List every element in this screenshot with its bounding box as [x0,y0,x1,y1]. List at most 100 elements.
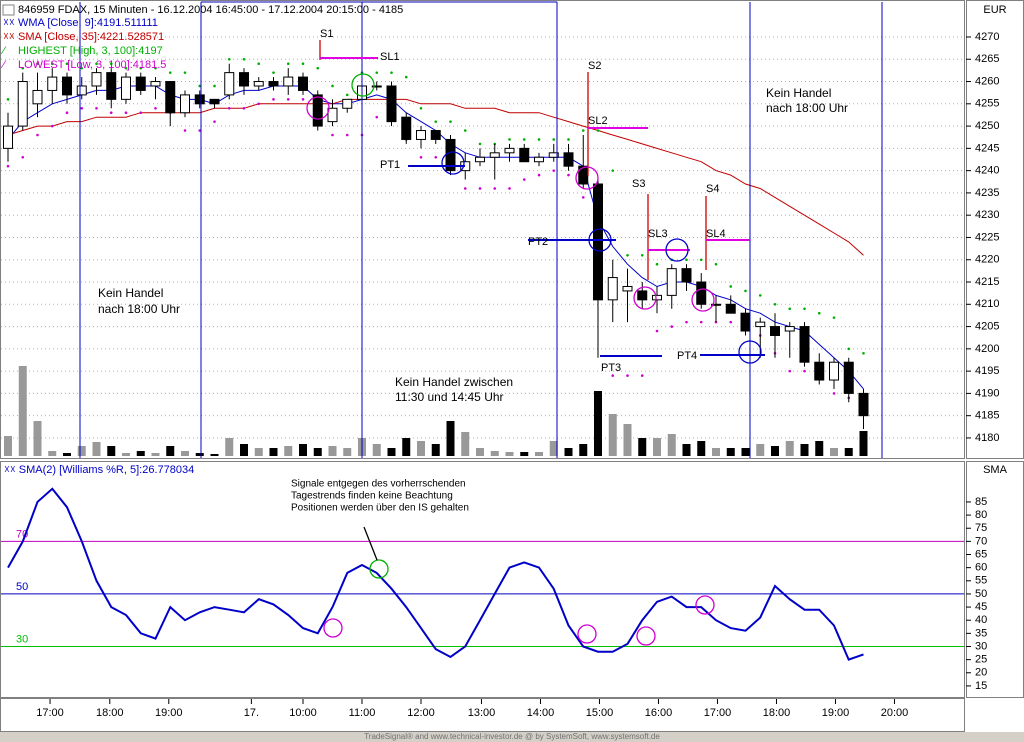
indicator-dot [552,138,556,141]
no-trade-lines [79,1,883,458]
indicator-dot [463,129,467,132]
volume-bar [254,448,263,456]
y-tick-label: 50 [975,588,987,600]
candle-body [327,107,338,123]
signal-circle [577,624,597,644]
y-tick-label: 4255 [975,98,999,110]
indicator-dot [154,106,157,110]
candle-body [209,98,220,105]
candle-body [91,72,102,87]
candle-body [504,147,515,154]
x-tick-label: 17. [244,707,259,719]
candle-body [637,290,648,301]
volume-bar [505,452,514,456]
x-tick-label: 14:00 [527,707,555,719]
candle-body [843,361,854,394]
indicator-dot [154,66,157,70]
legend-label: SMA [Close, 35]:4221.528571 [18,31,164,43]
volume-bar [652,438,661,456]
indicator-dot [803,307,806,311]
y-tick-label: 40 [975,614,987,626]
candle-body [342,98,353,109]
annotation: Kein Handel [766,86,831,100]
candle-body [47,76,58,91]
legend-icon: ⁄ [0,59,7,71]
indicator-dot [36,62,39,66]
indicator-dot [109,111,113,115]
threshold-label: 30 [16,633,28,645]
volume-bar [63,453,72,456]
indicator-dot [65,62,69,66]
indicator-dot [36,133,39,137]
indicator-dot [434,120,438,123]
indicator-dot [198,129,202,132]
indicator-line [7,487,864,661]
y-tick-label: 4250 [975,120,999,132]
volume-bar [520,452,529,456]
note: Signale entgegen des vorherrschenden [291,479,466,490]
footer-bar [0,732,1024,742]
indicator-dot [626,253,629,257]
volume-bar [48,451,57,456]
candle-body [651,294,662,301]
indicator-dot [714,262,718,266]
candle-body [563,152,574,167]
candle-body [135,76,146,91]
indicator-dot [21,155,25,159]
candle-body [799,326,810,363]
candle-body [298,76,309,91]
signal-circle [575,166,599,190]
candle-body [592,183,603,301]
legend-icon: ☓☓ [3,31,15,43]
indicator-dot [375,71,379,74]
indicator-dot [581,196,585,199]
candle-body [106,72,117,100]
annotation: SL2 [588,115,608,127]
indicator-dot [404,75,408,79]
annotation: 11:30 und 14:45 Uhr [395,390,504,404]
indicator-dot [227,57,231,61]
price-panel [0,0,965,459]
volume-bar [4,436,13,456]
y-tick-label: 4245 [975,142,999,154]
indicator-dot [242,57,246,61]
y-tick-label: 65 [975,548,987,560]
candle-body [725,303,736,314]
y-tick-label: 45 [975,601,987,613]
volume-bar [92,442,101,456]
indicator-dot [50,124,54,128]
indicator-dot [567,173,570,177]
indicator-dot [375,115,379,119]
indicator-dot [670,325,674,328]
indicator-dot [449,120,452,123]
volume-bar [785,441,794,456]
legend-icon: ☓☓ [4,464,19,476]
annotation: PT4 [677,350,697,362]
y-tick-label: 4210 [975,298,999,310]
candle-body [474,156,485,163]
indicator-dot [301,62,305,66]
volume-bar [387,448,396,456]
y-tick-label: 4225 [975,231,999,243]
indicator-dot [183,71,187,74]
volume-bar [107,446,116,456]
candle-body [430,130,441,140]
annotation: SL4 [706,228,726,240]
x-tick-label: 11:00 [349,707,376,719]
annotation: Kein Handel zwischen [395,375,513,389]
y-tick-label: 30 [975,640,987,652]
indicator-dot [331,84,334,88]
legend-label: HIGHEST [High, 3, 100]:4197 [18,45,163,57]
volume-bar [534,452,543,456]
candle-body [489,152,500,158]
x-tick-label: 18:00 [763,707,791,719]
annotation: S2 [588,60,601,72]
volume-bar [461,432,470,456]
indicator-dot [478,142,482,146]
candle-body [814,361,825,381]
indicator-dot [21,66,25,70]
indicator-dot [227,106,231,110]
indicator-dot [390,71,393,74]
indicator-dot [788,369,792,373]
candle-body [3,125,14,149]
